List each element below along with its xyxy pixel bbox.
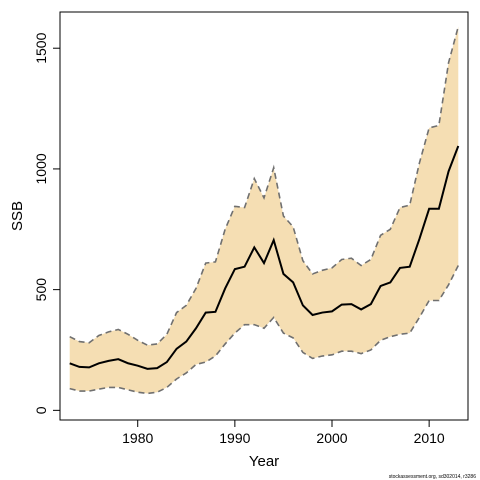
y-axis-title: SSB: [9, 201, 26, 231]
footer-note: stockassessment.org, sd302014, r3286: [389, 474, 476, 480]
y-tick-label: 500: [33, 278, 49, 302]
confidence-band: [69, 26, 459, 394]
x-tick-label: 1990: [219, 430, 250, 446]
x-axis-title: Year: [249, 453, 279, 470]
y-tick-label: 0: [33, 406, 49, 414]
ssb-estimate-line: [69, 145, 460, 370]
y-tick-label: 1500: [33, 32, 49, 63]
upper-bound-line: [69, 26, 460, 346]
plot-area: [69, 26, 460, 395]
x-tick-label: 2000: [316, 430, 347, 446]
y-tick-label: 1000: [33, 153, 49, 184]
y-axis: 0 500 1000 1500: [33, 32, 60, 414]
x-axis: 1980 1990 2000 2010: [122, 420, 445, 446]
plot-frame: [59, 11, 469, 421]
lower-bound-line: [69, 265, 460, 395]
x-tick-label: 1980: [122, 430, 153, 446]
x-tick-label: 2010: [414, 430, 445, 446]
